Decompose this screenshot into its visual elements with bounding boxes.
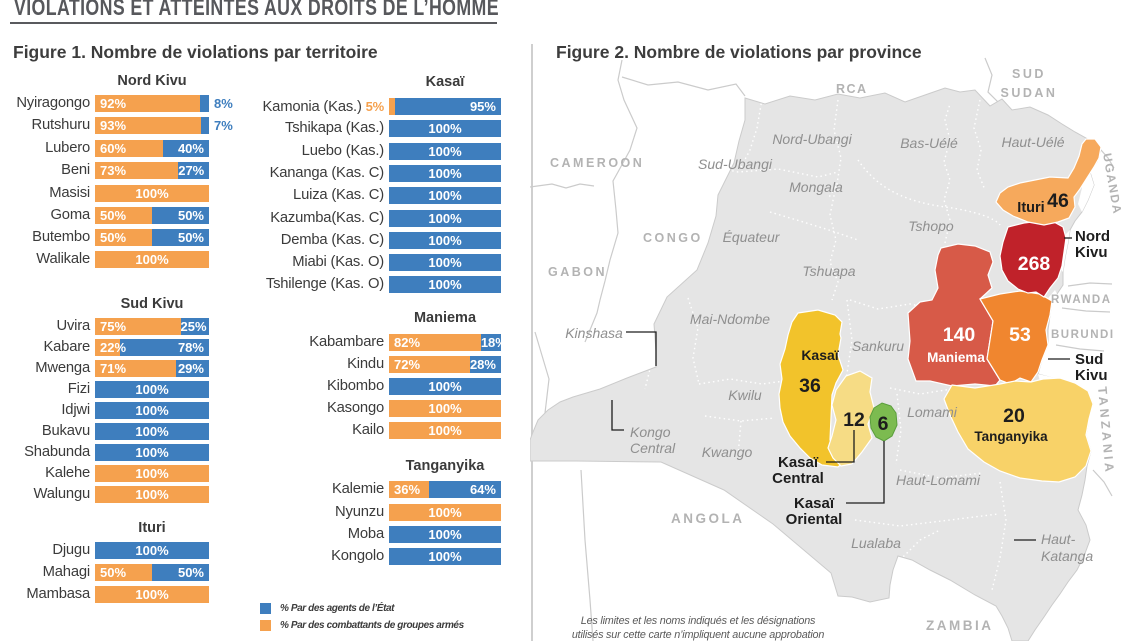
svg-text:Haut-: Haut- — [1041, 531, 1076, 547]
svg-text:Les limites et les noms indiqu: Les limites et les noms indiqués et les … — [581, 615, 816, 627]
svg-text:Mai-Ndombe: Mai-Ndombe — [690, 311, 770, 327]
svg-text:utilisés sur cette carte n’imp: utilisés sur cette carte n’impliquent au… — [572, 629, 824, 641]
svg-text:Central: Central — [630, 440, 676, 456]
svg-text:46: 46 — [1047, 190, 1069, 212]
svg-text:Kasaï: Kasaï — [801, 347, 839, 363]
svg-text:Lomami: Lomami — [907, 404, 958, 420]
svg-text:268: 268 — [1018, 253, 1051, 275]
svg-text:Kasaï: Kasaï — [794, 495, 835, 512]
svg-text:Haut-Lomami: Haut-Lomami — [896, 472, 981, 488]
svg-text:Central: Central — [772, 470, 824, 487]
svg-text:Équateur: Équateur — [723, 229, 781, 245]
svg-text:Katanga: Katanga — [1041, 548, 1093, 564]
svg-text:Sankuru: Sankuru — [852, 338, 904, 354]
svg-text:Oriental: Oriental — [786, 511, 843, 528]
svg-text:Lualaba: Lualaba — [851, 535, 901, 551]
svg-text:Tanganyika: Tanganyika — [974, 429, 1048, 444]
svg-text:RCA: RCA — [836, 82, 868, 96]
svg-text:Kivu: Kivu — [1075, 367, 1108, 384]
svg-text:CAMEROON: CAMEROON — [550, 156, 644, 170]
svg-text:Tshopo: Tshopo — [908, 218, 954, 234]
svg-text:RWANDA: RWANDA — [1051, 294, 1112, 306]
svg-text:Tshuapa: Tshuapa — [802, 263, 855, 279]
svg-text:ANGOLA: ANGOLA — [671, 511, 745, 526]
svg-text:140: 140 — [943, 324, 976, 346]
svg-text:TANZANIA: TANZANIA — [1095, 386, 1117, 475]
svg-text:Nord-Ubangi: Nord-Ubangi — [772, 131, 852, 147]
svg-text:Sud-Ubangi: Sud-Ubangi — [698, 156, 773, 172]
svg-text:Sud: Sud — [1075, 351, 1103, 368]
svg-text:Kwilu: Kwilu — [728, 387, 762, 403]
svg-text:ZAMBIA: ZAMBIA — [926, 618, 994, 633]
svg-text:SUD: SUD — [1012, 67, 1046, 81]
svg-text:Maniema: Maniema — [927, 350, 985, 365]
svg-text:Mongala: Mongala — [789, 179, 843, 195]
svg-text:6: 6 — [878, 413, 889, 435]
svg-text:CONGO: CONGO — [643, 231, 703, 245]
svg-text:SUDAN: SUDAN — [1001, 86, 1058, 100]
svg-text:Kongo: Kongo — [630, 424, 671, 440]
svg-text:UGANDA: UGANDA — [1100, 152, 1125, 216]
svg-text:BURUNDI: BURUNDI — [1051, 329, 1115, 341]
svg-text:Bas-Uélé: Bas-Uélé — [900, 135, 958, 151]
svg-text:Haut-Uélé: Haut-Uélé — [1001, 134, 1064, 150]
svg-text:12: 12 — [843, 409, 865, 431]
svg-text:Kasaï: Kasaï — [778, 454, 819, 471]
svg-text:Ituri: Ituri — [1017, 200, 1044, 216]
svg-text:53: 53 — [1009, 324, 1031, 346]
svg-text:20: 20 — [1003, 405, 1025, 427]
svg-text:36: 36 — [799, 375, 821, 397]
svg-text:Kinshasa: Kinshasa — [565, 325, 623, 341]
svg-text:GABON: GABON — [548, 265, 607, 279]
svg-text:Kivu: Kivu — [1075, 244, 1108, 261]
svg-text:Kwango: Kwango — [702, 444, 753, 460]
svg-text:Nord: Nord — [1075, 228, 1110, 245]
